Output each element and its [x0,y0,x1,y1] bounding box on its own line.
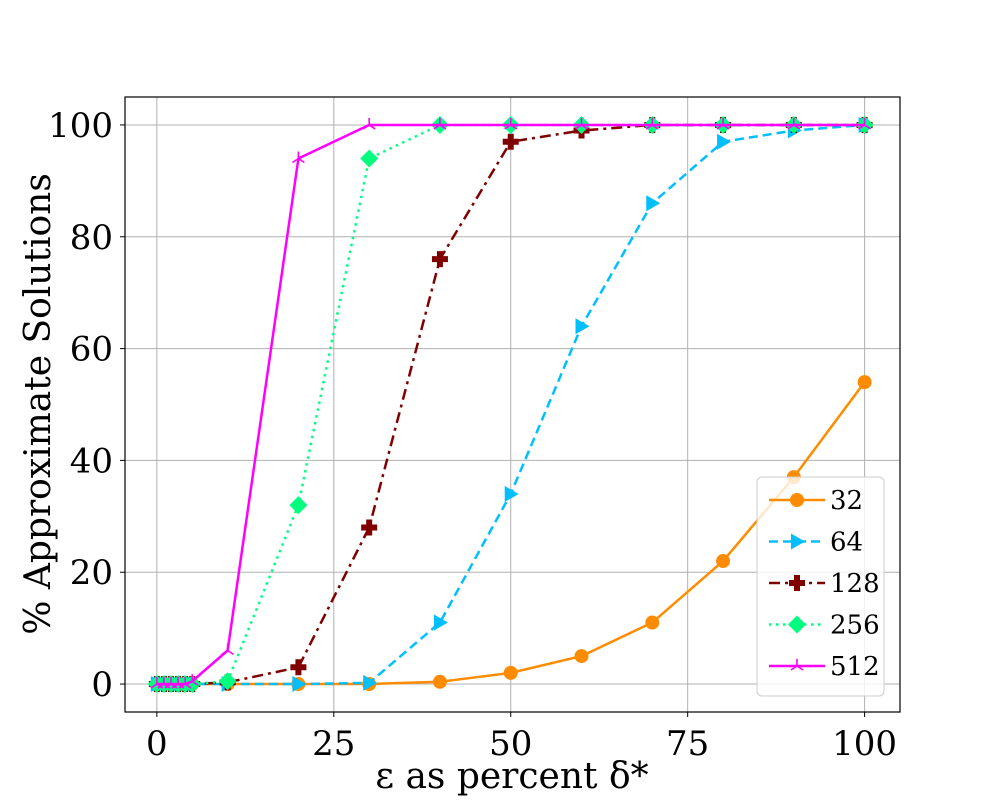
legend-label: 512 [830,652,880,682]
y-axis-label: % Approximate Solutions [18,173,59,635]
y-tick-label: 60 [70,330,113,370]
legend: 32 64 128 256 512 [756,476,885,697]
axis-ticks: 0 25 50 75 100 0 20 40 60 80 100 [48,106,897,764]
data-point [502,133,519,150]
x-tick-label: 100 [832,724,897,764]
data-point [646,195,661,212]
x-tick-label: 50 [489,724,532,764]
data-point [574,649,589,664]
legend-item: 512 [769,652,880,682]
data-point [360,149,379,168]
data-point [185,674,199,686]
series-line [156,123,865,686]
legend-marker [789,575,805,591]
x-tick-label: 25 [312,724,355,764]
series-layer [147,115,874,694]
legend-label: 128 [830,569,880,599]
data-point [290,659,307,676]
data-point [433,614,448,631]
legend-item: 64 [769,528,863,558]
legend-item: 256 [769,611,880,641]
legend-label: 32 [830,486,863,516]
legend-marker [788,615,806,634]
data-point [289,496,308,515]
data-point [363,674,378,691]
legend-label: 256 [830,611,880,641]
data-point [645,615,660,630]
y-tick-label: 100 [48,106,113,146]
data-point [717,133,732,150]
data-point [575,318,590,335]
data-point [218,672,237,691]
legend-box [756,476,885,697]
data-point [645,117,659,130]
data-point [858,117,872,130]
data-point [431,251,448,268]
series-512 [150,117,872,689]
data-point [432,674,447,689]
legend-item: 128 [769,569,880,599]
data-point [291,151,305,164]
legend-marker [791,533,805,550]
legend-label: 64 [830,528,863,558]
data-point [716,117,730,130]
data-point [504,485,519,502]
legend-marker [790,493,804,507]
data-point [787,117,801,130]
data-point [221,643,235,656]
plot-frame [124,96,901,713]
y-tick-label: 80 [70,218,113,258]
data-point [433,117,447,130]
data-point [292,676,307,693]
y-tick-label: 20 [70,553,113,593]
y-tick-label: 0 [91,665,113,705]
data-point [503,665,518,680]
legend-item: 32 [769,486,863,516]
y-tick-label: 40 [70,441,113,481]
data-point [504,117,518,130]
x-tick-label: 0 [146,724,168,764]
data-point [857,375,872,390]
data-point [575,117,588,130]
data-point [716,554,731,569]
data-point [361,519,378,536]
data-point [362,117,376,130]
x-axis-label: ε as percent δ* [375,756,648,797]
data-point [183,675,202,694]
legend-marker [790,659,804,671]
x-tick-label: 75 [666,724,709,764]
